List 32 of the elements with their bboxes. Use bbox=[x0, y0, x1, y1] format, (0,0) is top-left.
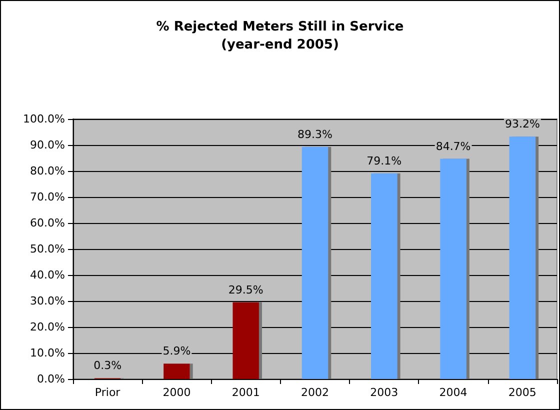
x-tick-label: 2004 bbox=[439, 386, 468, 399]
y-tick-label: 80.0% bbox=[30, 164, 65, 178]
bar bbox=[371, 173, 398, 379]
x-tick-label: Prior bbox=[94, 386, 121, 399]
bar bbox=[509, 136, 536, 379]
data-label: 93.2% bbox=[504, 118, 540, 131]
chart-title: % Rejected Meters Still in Service (year-end 2005) bbox=[156, 20, 404, 52]
data-label: 29.5% bbox=[228, 283, 264, 296]
data-label: 89.3% bbox=[298, 128, 332, 141]
x-tick-label: 2005 bbox=[508, 386, 536, 399]
y-tick-label: 20.0% bbox=[30, 320, 65, 334]
y-tick-label: 100.0% bbox=[23, 112, 65, 126]
bar bbox=[164, 364, 190, 379]
y-tick-label: 70.0% bbox=[30, 190, 65, 204]
y-tick-label: 40.0% bbox=[30, 268, 65, 282]
bar bbox=[232, 302, 259, 379]
x-tick-label: 2000 bbox=[162, 386, 191, 399]
x-tick-label: 2002 bbox=[301, 386, 329, 399]
y-tick-label: 50.0% bbox=[30, 242, 65, 256]
y-tick-label: 0.0% bbox=[37, 372, 65, 386]
y-tick-label: 10.0% bbox=[30, 346, 65, 360]
data-label: 84.7% bbox=[436, 140, 471, 153]
y-tick-label: 30.0% bbox=[30, 294, 65, 308]
data-label: 0.3% bbox=[94, 359, 122, 372]
y-tick-label: 60.0% bbox=[30, 216, 65, 230]
bar bbox=[440, 158, 466, 379]
y-tick-label: 90.0% bbox=[30, 138, 65, 152]
x-tick-label: 2003 bbox=[370, 386, 398, 399]
x-tick-label: 2001 bbox=[232, 386, 260, 399]
bar bbox=[302, 146, 328, 379]
data-label: 5.9% bbox=[162, 344, 191, 358]
data-label: 79.1% bbox=[366, 154, 402, 168]
